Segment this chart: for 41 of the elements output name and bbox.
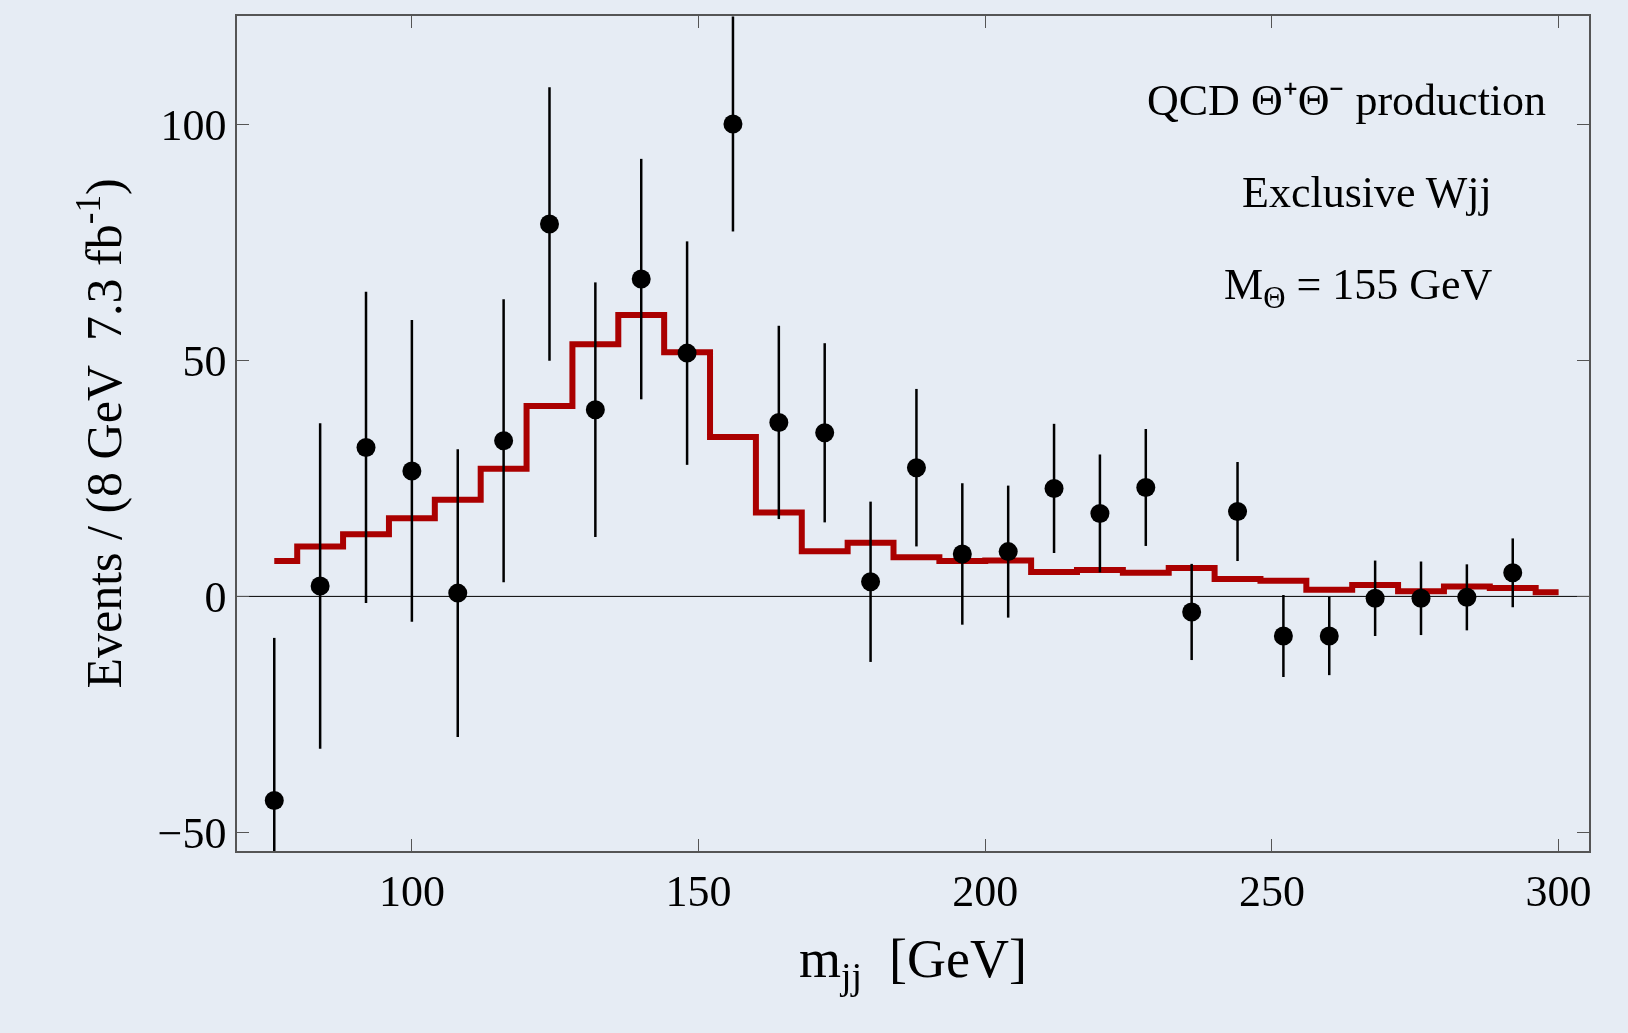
point	[1090, 503, 1110, 523]
point	[1319, 626, 1339, 646]
point	[861, 572, 881, 592]
point	[1457, 587, 1477, 607]
y-tick-label: 100	[160, 101, 227, 151]
x-tick-label: 150	[665, 866, 732, 916]
point	[540, 214, 559, 234]
point	[264, 791, 284, 811]
x-tick-label: 300	[1525, 866, 1592, 916]
point	[998, 542, 1018, 562]
y-tick-label: −50	[157, 808, 227, 858]
point	[310, 576, 330, 596]
annotation: Exclusive Wjj	[1242, 168, 1492, 217]
point	[769, 412, 789, 432]
point	[1503, 563, 1523, 583]
point	[585, 400, 605, 420]
point	[1136, 477, 1156, 497]
point	[1411, 588, 1431, 608]
x-tick-label: 200	[952, 866, 1019, 916]
point	[1273, 626, 1293, 646]
point	[494, 431, 514, 451]
point	[448, 583, 468, 603]
y-tick-label: 0	[204, 572, 227, 622]
point	[1044, 478, 1064, 498]
point	[815, 423, 835, 443]
x-axis-title: m$_{jj}$ [GeV]	[799, 929, 1027, 997]
x-tick-label: 100	[378, 866, 445, 916]
point	[1365, 588, 1385, 608]
annotation: QCD Θ⁺Θ⁻ production	[1147, 76, 1547, 125]
point	[402, 461, 422, 481]
point	[906, 458, 926, 478]
point	[1182, 602, 1202, 622]
x-tick-label: 250	[1238, 866, 1305, 916]
point	[723, 114, 743, 134]
point	[952, 544, 972, 564]
point	[356, 437, 376, 457]
point	[677, 343, 697, 363]
point	[1228, 502, 1248, 522]
point	[631, 269, 651, 289]
annotation: M$_{Θ}$ = 155 GeV	[1224, 260, 1493, 316]
y-tick-label: 50	[182, 337, 227, 387]
